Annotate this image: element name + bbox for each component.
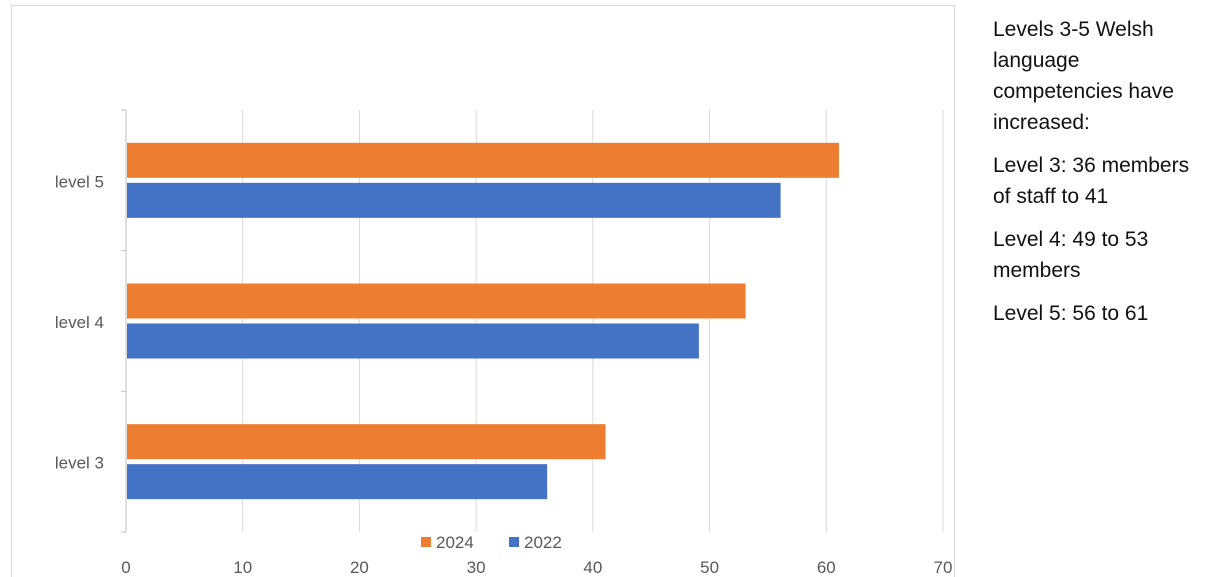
x-tick-label: 0 [121,558,130,577]
x-tick-label: 60 [817,558,836,577]
bar-level-3-2022 [127,464,548,500]
x-tick-label: 10 [233,558,252,577]
x-tick-label: 40 [583,558,602,577]
horizontal-bar-chart: level 3 level 4 level 5 0 10 20 30 40 50 60 70 2024… [55,109,953,577]
bar-level-5-2024 [127,142,839,178]
x-tick-label: 30 [467,558,486,577]
summary-panel: Levels 3-5 Welsh language competencies h… [993,14,1205,341]
x-tick-label: 20 [350,558,369,577]
summary-item-level-5: Level 5: 56 to 61 [993,302,1149,325]
bar-level-5-2022 [127,182,781,218]
bar-level-4-2024 [127,283,746,319]
category-label: level 3 [55,454,104,473]
bar-level-3-2024 [127,424,606,460]
summary-item-level-3: Level 3: 36 members of staff to 41 [993,154,1190,208]
x-tick-label: 50 [700,558,719,577]
chart-frame [11,5,955,577]
x-tick-label: 70 [934,558,953,577]
category-label: level 5 [55,172,104,191]
category-label: level 4 [55,313,104,332]
summary-heading: Levels 3-5 Welsh language competencies h… [993,18,1174,134]
legend-label-2024: 2024 [436,533,474,552]
bar-level-4-2022 [127,323,699,359]
legend-swatch-2022 [509,537,519,547]
legend-label-2022: 2022 [524,533,562,552]
summary-item-level-4: Level 4: 49 to 53 members [993,228,1149,282]
legend-swatch-2024 [421,537,431,547]
